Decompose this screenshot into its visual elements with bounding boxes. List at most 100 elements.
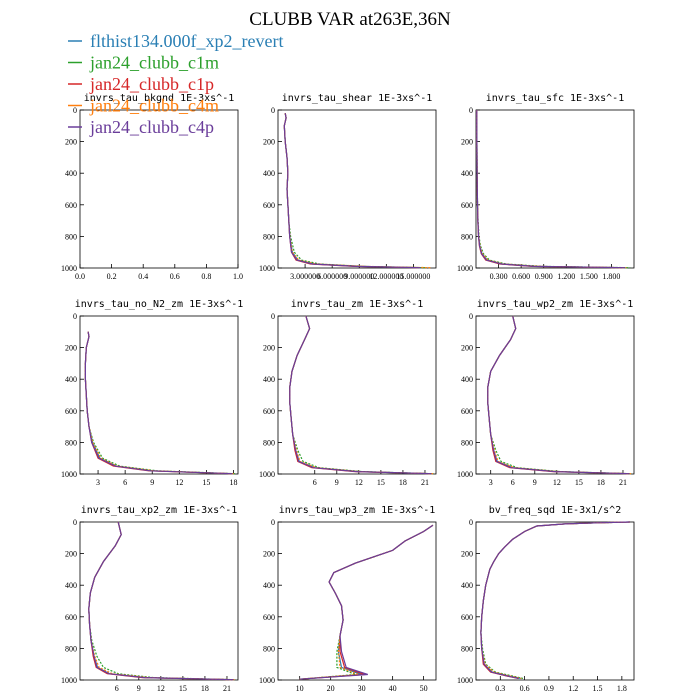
plot-frame xyxy=(475,315,635,475)
series-line-1 xyxy=(283,113,423,269)
series-line-2 xyxy=(487,315,632,475)
x-tick-label: 0.3 xyxy=(495,684,505,693)
legend-label: flthist134.000f_xp2_revert xyxy=(90,31,283,51)
x-tick-label: 12.000000 xyxy=(369,272,403,281)
y-tick-label: 200 xyxy=(263,550,275,559)
series-line-5 xyxy=(299,524,434,680)
x-tick-label: 21 xyxy=(421,478,429,487)
series-line-5 xyxy=(283,113,421,269)
series-line-5 xyxy=(476,109,626,269)
y-tick-label: 400 xyxy=(65,169,77,178)
panel-title: invrs_tau_bkgnd 1E-3xs^-1 xyxy=(84,93,235,104)
series-line-4 xyxy=(480,521,630,679)
y-tick-label: 1000 xyxy=(259,470,275,479)
x-tick-label: 12 xyxy=(355,478,363,487)
x-tick-label: 0.8 xyxy=(201,272,211,281)
panel-title: bv_freq_sqd 1E-3x1/s^2 xyxy=(489,505,621,516)
series-line-3 xyxy=(84,331,232,475)
legend: flthist134.000f_xp2_revertjan24_clubb_c1… xyxy=(68,31,283,137)
y-tick-label: 400 xyxy=(65,581,77,590)
plot-frame xyxy=(475,109,635,269)
y-tick-label: 0 xyxy=(271,312,275,321)
x-tick-label: 6 xyxy=(123,478,127,487)
x-tick-label: 3 xyxy=(489,478,493,487)
y-tick-label: 400 xyxy=(263,169,275,178)
legend-item: flthist134.000f_xp2_revert xyxy=(68,31,283,51)
series-line-3 xyxy=(289,315,431,475)
series-line-3 xyxy=(487,315,629,475)
x-tick-label: 30 xyxy=(358,684,366,693)
series-line-4 xyxy=(487,315,632,475)
plot-frame xyxy=(79,109,239,269)
series-line-3 xyxy=(88,521,233,681)
series-line-2 xyxy=(476,109,631,269)
x-tick-label: 18 xyxy=(399,478,407,487)
legend-label: jan24_clubb_c4p xyxy=(89,117,214,137)
x-tick-label: 1.800 xyxy=(602,272,620,281)
x-tick-label: 0.9 xyxy=(544,684,554,693)
x-tick-label: 1.8 xyxy=(617,684,627,693)
y-tick-label: 0 xyxy=(469,106,473,115)
y-tick-label: 1000 xyxy=(259,676,275,685)
panel-title: invrs_tau_wp2_zm 1E-3xs^-1 xyxy=(477,299,634,310)
x-tick-label: 12 xyxy=(175,478,183,487)
panel-6: invrs_tau_wp2_zm 1E-3xs^-1 0 200 400 600 800 1… xyxy=(457,299,635,487)
y-tick-label: 200 xyxy=(65,344,77,353)
x-tick-label: 9 xyxy=(137,684,141,693)
legend-item: jan24_clubb_c1m xyxy=(68,53,219,73)
panel-title: invrs_tau_wp3_zm 1E-3xs^-1 xyxy=(279,505,436,516)
y-tick-label: 600 xyxy=(65,407,77,416)
y-tick-label: 200 xyxy=(461,550,473,559)
y-tick-label: 800 xyxy=(461,644,473,653)
panel-title: invrs_tau_no_N2_zm 1E-3xs^-1 xyxy=(75,299,244,310)
y-tick-label: 0 xyxy=(469,312,473,321)
x-tick-label: 6 xyxy=(115,684,119,693)
x-tick-label: 18 xyxy=(201,684,209,693)
series-line-5 xyxy=(84,331,233,475)
x-tick-label: 3.000000 xyxy=(290,272,320,281)
panel-5: invrs_tau_zm 1E-3xs^-1 0 200 400 600 800 1000 6… xyxy=(259,299,437,487)
series-line-2 xyxy=(299,524,434,680)
y-tick-label: 600 xyxy=(65,201,77,210)
series-line-3 xyxy=(480,521,630,679)
x-tick-label: 0.2 xyxy=(107,272,117,281)
y-tick-label: 1000 xyxy=(61,676,77,685)
y-tick-label: 0 xyxy=(271,106,275,115)
panels: invrs_tau_bkgnd 1E-3xs^-1020040060080010… xyxy=(61,93,635,693)
panel-4: invrs_tau_no_N2_zm 1E-3xs^-1 0 200 400 600 80… xyxy=(61,299,243,487)
x-tick-label: 12 xyxy=(553,478,561,487)
series-line-2 xyxy=(480,521,630,679)
x-tick-label: 9.000000 xyxy=(344,272,374,281)
x-tick-label: 18 xyxy=(229,478,237,487)
series-line-5 xyxy=(487,315,630,475)
x-tick-label: 20 xyxy=(327,684,335,693)
series-line-2 xyxy=(283,113,428,269)
y-tick-label: 400 xyxy=(461,375,473,384)
x-tick-label: 0.900 xyxy=(535,272,553,281)
y-tick-label: 800 xyxy=(65,232,77,241)
x-tick-label: 15 xyxy=(575,478,583,487)
y-tick-label: 600 xyxy=(65,613,77,622)
x-tick-label: 50 xyxy=(420,684,428,693)
series-line-2 xyxy=(88,521,236,681)
x-tick-label: 1.0 xyxy=(233,272,243,281)
y-tick-label: 1000 xyxy=(457,264,473,273)
y-tick-label: 800 xyxy=(461,438,473,447)
legend-label: jan24_clubb_c4m xyxy=(89,96,219,116)
y-tick-label: 1000 xyxy=(61,264,77,273)
y-tick-label: 1000 xyxy=(457,676,473,685)
x-tick-label: 15 xyxy=(179,684,187,693)
x-tick-label: 10 xyxy=(296,684,304,693)
y-tick-label: 800 xyxy=(65,644,77,653)
panel-7: invrs_tau_xp2_zm 1E-3xs^-1 0 200 400 600 800 1… xyxy=(61,505,239,693)
series-line-1 xyxy=(88,521,235,681)
series-line-1 xyxy=(289,315,433,475)
y-tick-label: 0 xyxy=(271,518,275,527)
y-tick-label: 800 xyxy=(263,438,275,447)
y-tick-label: 800 xyxy=(461,232,473,241)
y-tick-label: 200 xyxy=(263,344,275,353)
panel-9: bv_freq_sqd 1E-3x1/s^2 0 200 400 600 800 1000 0… xyxy=(457,505,635,693)
series-line-2 xyxy=(84,331,236,475)
x-tick-label: 0.0 xyxy=(75,272,85,281)
